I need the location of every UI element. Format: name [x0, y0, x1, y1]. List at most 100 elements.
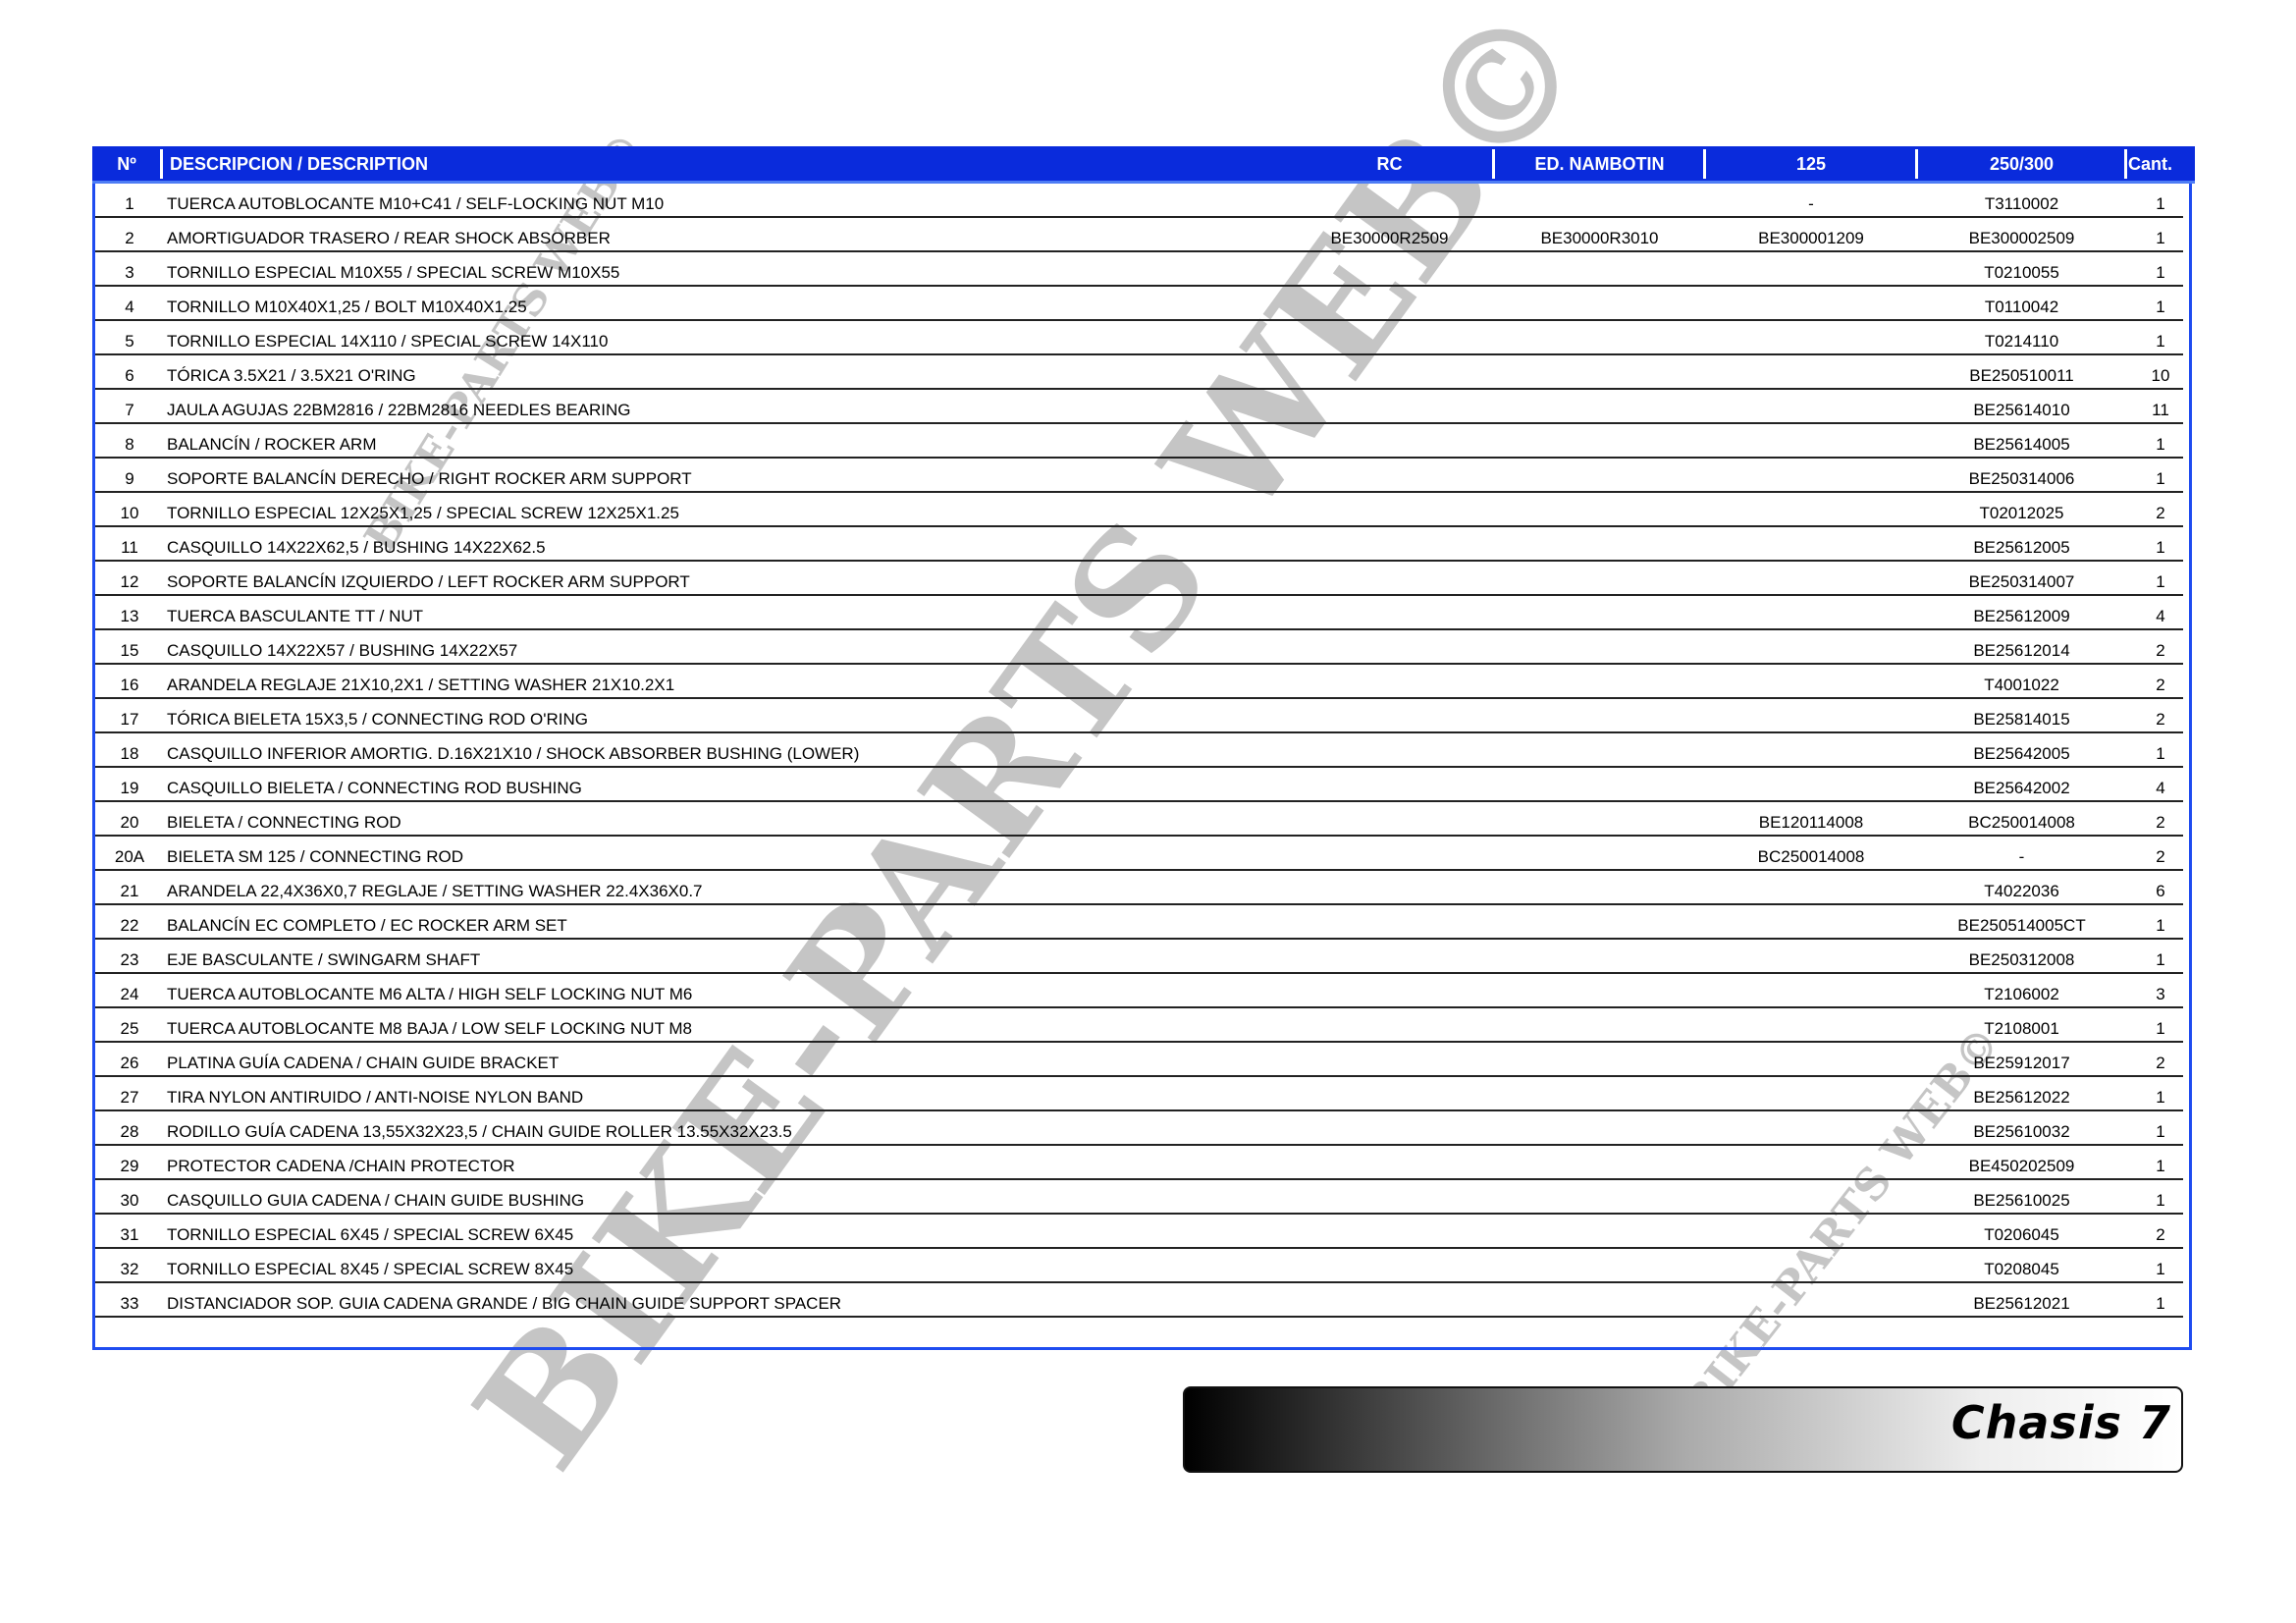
- table-row: 24 TUERCA AUTOBLOCANTE M6 ALTA / HIGH SEL…: [95, 974, 2183, 1008]
- row-quantity: 1: [2156, 1260, 2165, 1278]
- table-row: 15 CASQUILLO 14X22X57 / BUSHING 14X22X57 B…: [95, 630, 2183, 665]
- row-description: RODILLO GUÍA CADENA 13,55X32X23,5 / CHAI…: [167, 1122, 792, 1141]
- row-quantity: 2: [2156, 641, 2165, 660]
- row-number: 9: [125, 469, 134, 488]
- row-ed-nambotin-code: [1494, 837, 1705, 869]
- row-ed-nambotin-code: [1494, 1111, 1705, 1144]
- row-number: 31: [120, 1225, 139, 1244]
- row-250-300-code: BE250312008: [1968, 950, 2075, 969]
- table-row: 19 CASQUILLO BIELETA / CONNECTING ROD BUS…: [95, 768, 2183, 802]
- row-125-code: [1705, 1249, 1917, 1281]
- row-125-code: [1705, 1215, 1917, 1247]
- row-number: 2: [125, 229, 134, 247]
- row-description: EJE BASCULANTE / SWINGARM SHAFT: [167, 950, 481, 969]
- header-125: 125: [1795, 154, 1827, 174]
- row-description: TORNILLO ESPECIAL 14X110 / SPECIAL SCREW…: [167, 332, 609, 351]
- row-rc-code: [1285, 630, 1494, 663]
- row-quantity: 11: [2152, 401, 2169, 419]
- row-number: 11: [121, 538, 138, 557]
- row-quantity: 1: [2156, 1088, 2165, 1107]
- row-ed-nambotin-code: [1494, 630, 1705, 663]
- row-description: TUERCA AUTOBLOCANTE M8 BAJA / LOW SELF L…: [167, 1019, 692, 1038]
- row-125-code: [1705, 355, 1917, 388]
- row-number: 3: [125, 263, 134, 282]
- row-description: TORNILLO M10X40X1,25 / BOLT M10X40X1.25: [167, 298, 527, 316]
- row-quantity: 1: [2156, 744, 2165, 763]
- row-description: PLATINA GUÍA CADENA / CHAIN GUIDE BRACKE…: [167, 1054, 560, 1072]
- row-description: SOPORTE BALANCÍN IZQUIERDO / LEFT ROCKER…: [167, 572, 690, 591]
- row-rc-code: [1285, 184, 1494, 216]
- row-250-300-code: BE300002509: [1968, 229, 2075, 247]
- row-number: 23: [120, 950, 139, 969]
- row-125-code: [1705, 596, 1917, 628]
- row-description: PROTECTOR CADENA /CHAIN PROTECTOR: [167, 1157, 515, 1175]
- row-125-code: [1705, 562, 1917, 594]
- section-title: Chasis 7: [1950, 1396, 2171, 1449]
- row-ed-nambotin-code: [1494, 562, 1705, 594]
- row-description: DISTANCIADOR SOP. GUIA CADENA GRANDE / B…: [167, 1294, 842, 1313]
- row-description: CASQUILLO BIELETA / CONNECTING ROD BUSHI…: [167, 779, 582, 797]
- table-row: 23 EJE BASCULANTE / SWINGARM SHAFT BE25031…: [95, 940, 2183, 974]
- row-description: BIELETA SM 125 / CONNECTING ROD: [167, 847, 463, 866]
- row-250-300-code: T0210055: [1984, 263, 2059, 282]
- row-quantity: 1: [2156, 572, 2165, 591]
- row-125-code: BE300001209: [1758, 229, 1864, 247]
- table-row: 13 TUERCA BASCULANTE TT / NUT BE25612009 4: [95, 596, 2183, 630]
- row-number: 32: [120, 1260, 139, 1278]
- row-quantity: 1: [2156, 435, 2165, 454]
- row-250-300-code: T0110042: [1984, 298, 2059, 316]
- row-250-300-code: T4022036: [1984, 882, 2059, 900]
- row-125-code: [1705, 459, 1917, 491]
- row-number: 7: [125, 401, 134, 419]
- row-number: 20: [120, 813, 139, 832]
- row-250-300-code: BE25612005: [1973, 538, 2070, 557]
- row-number: 24: [120, 985, 139, 1003]
- parts-table: Nº DESCRIPCION / DESCRIPTION RC ED. NAMB…: [92, 146, 2195, 1350]
- header-description: DESCRIPCION / DESCRIPTION: [170, 154, 429, 174]
- row-ed-nambotin-code: [1494, 699, 1705, 731]
- table-row: 2 AMORTIGUADOR TRASERO / REAR SHOCK ABSOR…: [95, 218, 2183, 252]
- row-description: AMORTIGUADOR TRASERO / REAR SHOCK ABSORB…: [167, 229, 611, 247]
- row-ed-nambotin-code: [1494, 321, 1705, 353]
- row-number: 8: [125, 435, 134, 454]
- row-125-code: [1705, 1283, 1917, 1316]
- table-row: 5 TORNILLO ESPECIAL 14X110 / SPECIAL SCRE…: [95, 321, 2183, 355]
- row-125-code: [1705, 493, 1917, 525]
- row-rc-code: [1285, 733, 1494, 766]
- row-number: 17: [120, 710, 139, 729]
- row-ed-nambotin-code: [1494, 355, 1705, 388]
- row-125-code: [1705, 321, 1917, 353]
- row-rc-code: [1285, 940, 1494, 972]
- row-ed-nambotin-code: [1494, 1008, 1705, 1041]
- row-number: 4: [125, 298, 134, 316]
- row-rc-code: [1285, 424, 1494, 457]
- table-row: 1 TUERCA AUTOBLOCANTE M10+C41 / SELF-LOCK…: [95, 184, 2183, 218]
- row-quantity: 2: [2156, 504, 2165, 522]
- row-ed-nambotin-code: BE30000R3010: [1540, 229, 1659, 247]
- row-250-300-code: BE25610032: [1973, 1122, 2070, 1141]
- row-125-code: -: [1808, 194, 1814, 213]
- row-rc-code: [1285, 321, 1494, 353]
- row-ed-nambotin-code: [1494, 974, 1705, 1006]
- row-number: 15: [120, 641, 139, 660]
- row-ed-nambotin-code: [1494, 596, 1705, 628]
- row-ed-nambotin-code: [1494, 768, 1705, 800]
- row-125-code: [1705, 733, 1917, 766]
- row-ed-nambotin-code: [1494, 1077, 1705, 1109]
- row-description: SOPORTE BALANCÍN DERECHO / RIGHT ROCKER …: [167, 469, 692, 488]
- row-250-300-code: BE25610025: [1973, 1191, 2070, 1210]
- row-quantity: 4: [2156, 779, 2165, 797]
- row-rc-code: [1285, 493, 1494, 525]
- row-quantity: 1: [2156, 1122, 2165, 1141]
- row-125-code: [1705, 905, 1917, 938]
- table-header: Nº DESCRIPCION / DESCRIPTION RC ED. NAMB…: [92, 146, 2195, 184]
- row-rc-code: [1285, 837, 1494, 869]
- row-ed-nambotin-code: [1494, 802, 1705, 835]
- row-ed-nambotin-code: [1494, 493, 1705, 525]
- row-ed-nambotin-code: [1494, 940, 1705, 972]
- table-row: 8 BALANCÍN / ROCKER ARM BE25614005 1: [95, 424, 2183, 459]
- row-quantity: 1: [2156, 916, 2165, 935]
- table-row: 21 ARANDELA 22,4X36X0,7 REGLAJE / SETTING…: [95, 871, 2183, 905]
- row-rc-code: [1285, 974, 1494, 1006]
- row-rc-code: [1285, 1215, 1494, 1247]
